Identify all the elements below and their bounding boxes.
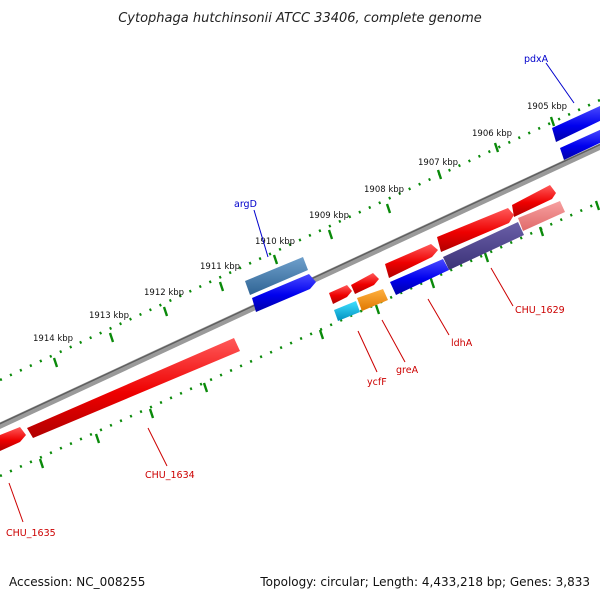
gene-red-arrow-a[interactable] <box>512 185 556 217</box>
gene-red-arrow-c[interactable] <box>385 244 438 278</box>
tick-label-1910: 1910 kbp <box>255 237 295 247</box>
label-CHU_1634[interactable]: CHU_1634 <box>145 470 195 481</box>
leader-CHU_1634 <box>147 427 168 467</box>
gene-ycfF[interactable] <box>334 301 360 321</box>
label-CHU_1635[interactable]: CHU_1635 <box>6 528 56 539</box>
tick-label-1907: 1907 kbp <box>418 158 458 168</box>
gene-CHU_1635[interactable] <box>0 427 26 451</box>
label-CHU_1629[interactable]: CHU_1629 <box>515 305 565 316</box>
gene-red-arrow-d[interactable] <box>351 273 379 294</box>
gene-argD-arrow[interactable] <box>252 274 316 312</box>
label-greA[interactable]: greA <box>396 365 419 376</box>
gene-CHU_1629-purple[interactable] <box>443 222 524 270</box>
gene-CHU_1634[interactable] <box>27 338 240 438</box>
accession-text: Accession: NC_008255 <box>9 575 145 589</box>
inner-tick-ring <box>0 200 600 478</box>
tick-label-1908: 1908 kbp <box>364 185 404 195</box>
tick-label-1912: 1912 kbp <box>144 288 184 298</box>
tick-label-1906: 1906 kbp <box>472 129 512 139</box>
gene-greA[interactable] <box>357 289 388 311</box>
tick-label-1913: 1913 kbp <box>89 311 129 321</box>
gene-red-arrow-b[interactable] <box>437 208 514 252</box>
tick-labels: 1905 kbp 1906 kbp 1907 kbp 1908 kbp 1909… <box>33 102 567 344</box>
gene-argD-block[interactable] <box>245 257 308 295</box>
map-title: Cytophaga hutchinsonii ATCC 33406, compl… <box>118 11 482 26</box>
tick-label-1909: 1909 kbp <box>309 211 349 221</box>
gene-pdxA-arrow-1[interactable] <box>552 106 600 142</box>
tick-label-1911: 1911 kbp <box>200 262 240 272</box>
tick-label-1914: 1914 kbp <box>33 334 73 344</box>
leader-CHU_1629 <box>490 267 514 307</box>
label-ldhA[interactable]: ldhA <box>451 338 473 349</box>
leader-argD <box>253 209 269 258</box>
gene-ldhA-blue[interactable] <box>390 259 449 295</box>
inner-major-ticks <box>38 200 600 469</box>
leader-pdxA <box>545 62 575 104</box>
label-pdxA[interactable]: pdxA <box>524 54 549 65</box>
gene-CHU_1629-pink[interactable] <box>518 201 565 231</box>
tick-label-1905: 1905 kbp <box>527 102 567 112</box>
leader-ldhA <box>427 298 450 336</box>
leader-greA <box>381 319 406 363</box>
label-argD[interactable]: argD <box>234 199 257 210</box>
label-ycfF[interactable]: ycfF <box>367 377 387 388</box>
gene-pdxA-arrow-2[interactable] <box>560 129 600 160</box>
outer-major-ticks <box>52 116 556 368</box>
leader-ycfF <box>357 330 378 373</box>
topology-text: Topology: circular; Length: 4,433,218 bp… <box>259 575 590 589</box>
leader-CHU_1635 <box>8 482 24 523</box>
outer-tick-ring <box>0 98 600 382</box>
gene-red-arrow-e[interactable] <box>329 285 352 304</box>
